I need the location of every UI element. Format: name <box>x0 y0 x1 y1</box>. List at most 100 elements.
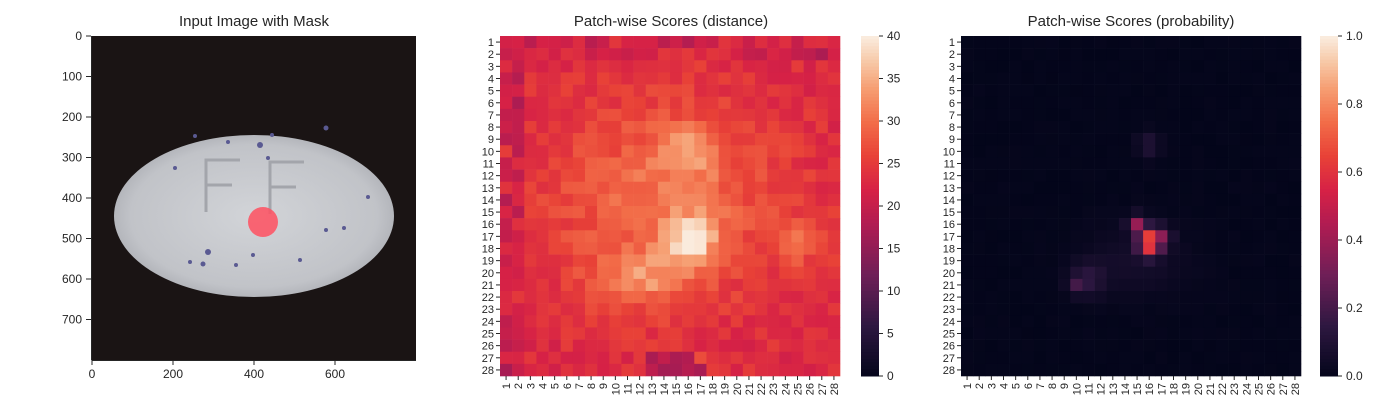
heatmap-cell <box>670 84 683 98</box>
heatmap-cell <box>730 60 744 73</box>
colorbar-segment <box>861 274 879 278</box>
heatmap-cell <box>1094 60 1108 73</box>
heatmap-cell <box>682 218 695 231</box>
colorbar-tick-label: 5 <box>887 327 894 341</box>
heatmap-cell <box>1276 169 1290 183</box>
heatmap-cell <box>609 169 622 183</box>
row-tick-label: 14 <box>943 195 955 207</box>
heatmap-cell <box>694 242 707 255</box>
heatmap-cell <box>1240 145 1253 158</box>
heatmap-cell <box>791 315 804 328</box>
heatmap-cell <box>755 145 768 158</box>
heatmap-cell <box>730 157 744 170</box>
heatmap-cell <box>670 157 683 170</box>
heatmap-cell <box>1240 363 1253 377</box>
heatmap-cell <box>670 278 683 292</box>
heatmap-cell <box>827 84 841 98</box>
heatmap-cell <box>1033 48 1047 61</box>
heatmap-cell <box>1094 303 1108 316</box>
heatmap-cell <box>524 60 537 73</box>
heatmap-cell <box>572 48 586 61</box>
heatmap-cell <box>1264 278 1278 292</box>
heatmap-cell <box>597 206 610 219</box>
heatmap-cell <box>1216 72 1229 85</box>
heatmap-cell <box>572 278 586 292</box>
heatmap-cell <box>500 206 513 219</box>
heatmap-cell <box>742 315 756 328</box>
heatmap-cell <box>1118 315 1132 328</box>
colorbar-segment <box>1320 294 1338 299</box>
heatmap-cell <box>973 230 986 243</box>
heatmap-cell <box>1143 266 1156 280</box>
heatmap-cell <box>1131 254 1144 268</box>
heatmap-cell <box>997 145 1010 158</box>
heatmap-cell <box>512 218 525 231</box>
colorbar-segment <box>861 342 879 346</box>
colorbar-segment <box>861 114 879 119</box>
heatmap-cell <box>1046 133 1059 146</box>
heatmap-cell <box>1155 96 1168 110</box>
colorbar-segment <box>1320 42 1338 47</box>
colorbar-segment <box>861 172 879 176</box>
heatmap-cell <box>548 48 562 61</box>
heatmap-cell <box>1118 230 1132 243</box>
col-tick-label: 27 <box>1278 383 1290 395</box>
probability-heatmap-title: Patch-wise Scores (probability) <box>1028 13 1235 30</box>
heatmap-cell <box>500 218 513 231</box>
heatmap-cell <box>1240 339 1253 353</box>
heatmap-cell <box>1167 363 1180 377</box>
row-tick-label: 18 <box>482 244 494 256</box>
heatmap-cell <box>961 36 974 49</box>
heatmap-cell <box>1143 84 1156 98</box>
colorbar-segment <box>861 236 879 241</box>
heatmap-cell <box>621 315 634 328</box>
heatmap-cell <box>1070 48 1083 61</box>
heatmap-cell <box>1240 193 1253 207</box>
heatmap-cell <box>742 278 756 292</box>
heatmap-cell <box>791 327 804 340</box>
heatmap-cell <box>1264 315 1278 328</box>
heatmap-cell <box>1058 315 1071 328</box>
heatmap-cell <box>1216 96 1229 110</box>
heatmap-cell <box>1131 169 1144 183</box>
colorbar-tick-label: 20 <box>887 199 901 213</box>
heatmap-cell <box>1094 230 1108 243</box>
heatmap-cell <box>633 303 647 316</box>
heatmap-cell <box>755 60 768 73</box>
heatmap-cell <box>767 169 780 183</box>
heatmap-cell <box>827 133 841 146</box>
heatmap-cell <box>1216 218 1229 231</box>
heatmap-cell <box>961 363 974 377</box>
heatmap-cell <box>609 121 622 134</box>
heatmap-cell <box>548 278 562 292</box>
heatmap-cell <box>560 266 574 280</box>
heatmap-cell <box>755 218 768 231</box>
heatmap-cell <box>536 327 549 340</box>
heatmap-cell <box>1082 230 1095 243</box>
row-tick-label: 11 <box>944 159 955 171</box>
heatmap-cell <box>1155 206 1168 219</box>
heatmap-cell <box>500 157 513 170</box>
heatmap-cell <box>706 133 719 146</box>
heatmap-cell <box>1118 218 1132 231</box>
heatmap-cell <box>621 60 634 73</box>
heatmap-cell <box>1203 230 1217 243</box>
heatmap-cell <box>791 218 804 231</box>
heatmap-cell <box>548 291 562 304</box>
heatmap-cell <box>755 230 768 243</box>
heatmap-cell <box>560 218 574 231</box>
heatmap-cell <box>803 193 817 207</box>
heatmap-cell <box>670 363 683 377</box>
heatmap-cell <box>609 254 622 268</box>
colorbar-segment <box>861 138 879 142</box>
heatmap-cell <box>500 339 513 353</box>
heatmap-cell <box>1009 206 1023 219</box>
heatmap-cell <box>609 181 622 195</box>
heatmap-cell <box>609 60 622 73</box>
heatmap-cell <box>560 327 574 340</box>
heatmap-cell <box>706 315 719 328</box>
heatmap-cell <box>645 133 659 146</box>
heatmap-cell <box>609 206 622 219</box>
colorbar-segment <box>861 189 879 193</box>
heatmap-cell <box>500 230 513 243</box>
